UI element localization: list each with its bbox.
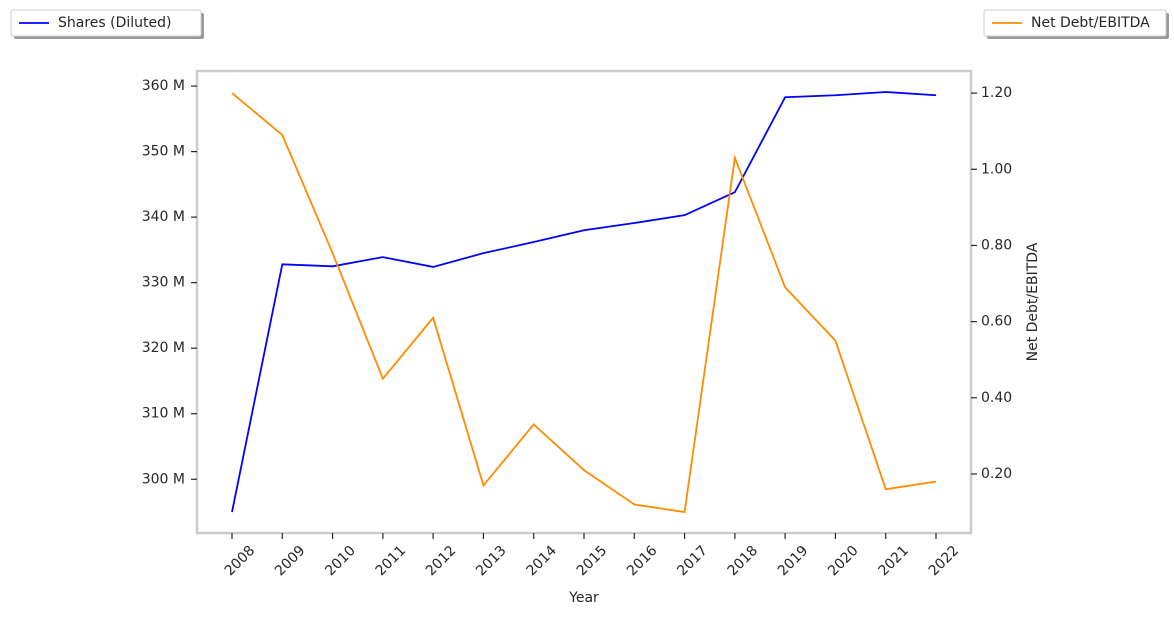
y-tick-label: 330 M [142,275,185,291]
x-tick-label: 2016 [624,543,661,580]
y-tick-label: 300 M [142,471,185,487]
legend-label: Shares (Diluted) [58,15,172,31]
legend-label: Net Debt/EBITDA [1031,15,1150,31]
legend-box [10,9,202,37]
x-tick-label: 2018 [725,543,762,580]
data-line [231,91,937,513]
x-tick-label: 2011 [373,543,410,580]
x-tick-label: 2019 [775,543,812,580]
y2-tick-label: 0.40 [981,390,1012,406]
y-tick-label: 350 M [142,144,185,160]
y-tick-label: 340 M [142,209,185,225]
plot-frame [195,69,973,535]
x-tick-label: 2022 [926,543,963,580]
y2-tick-label: 1.20 [981,85,1012,101]
x-tick-label: 2015 [574,543,611,580]
y2-tick-label: 1.00 [981,161,1012,177]
x-tick-label: 2020 [825,543,862,580]
x-tick-label: 2017 [674,543,711,580]
y2-tick-label: 0.80 [981,237,1012,253]
x-tick-label: 2014 [523,543,560,580]
x-tick-label: 2010 [322,543,359,580]
y-tick-label: 310 M [142,406,185,422]
x-tick-label: 2021 [875,543,912,580]
x-tick-label: 2009 [272,543,309,580]
x-axis-label: Year [568,590,599,606]
y-tick-label: 360 M [142,78,185,94]
x-tick-label: 2008 [222,543,259,580]
y2-tick-label: 0.60 [981,314,1012,330]
x-tick-label: 2013 [473,543,510,580]
x-tick-label: 2012 [423,543,460,580]
y2-tick-label: 0.20 [981,466,1012,482]
data-line [231,92,937,514]
legend-box [983,9,1167,37]
y2-axis-label: Net Debt/EBITDA [1025,242,1041,361]
y-tick-label: 320 M [142,340,185,356]
